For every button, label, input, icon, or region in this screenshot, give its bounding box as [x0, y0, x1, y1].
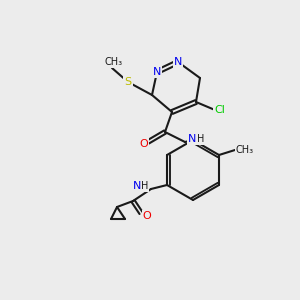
- Text: CH₃: CH₃: [236, 145, 254, 155]
- Text: H: H: [197, 134, 204, 144]
- Text: N: N: [188, 134, 196, 144]
- Text: Cl: Cl: [214, 105, 225, 115]
- Text: H: H: [141, 181, 148, 191]
- Text: O: O: [142, 211, 152, 221]
- Text: N: N: [174, 57, 182, 67]
- Text: CH₃: CH₃: [105, 57, 123, 67]
- Text: O: O: [140, 139, 148, 149]
- Text: N: N: [133, 181, 141, 191]
- Text: S: S: [124, 77, 132, 87]
- Text: N: N: [153, 67, 161, 77]
